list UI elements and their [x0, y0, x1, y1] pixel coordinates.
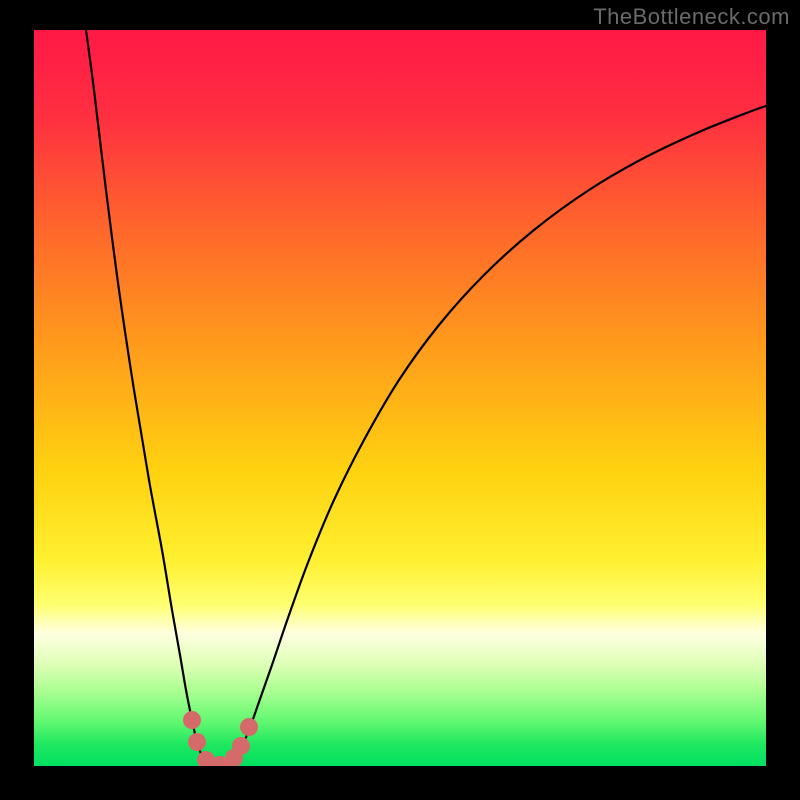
watermark-text: TheBottleneck.com — [593, 4, 790, 30]
data-marker — [240, 718, 258, 736]
data-marker — [232, 737, 250, 755]
data-marker — [183, 711, 201, 729]
data-marker — [188, 733, 206, 751]
plot-area — [34, 30, 766, 766]
chart-container: TheBottleneck.com — [0, 0, 800, 800]
data-markers — [183, 711, 258, 766]
bottleneck-curve — [34, 30, 766, 766]
